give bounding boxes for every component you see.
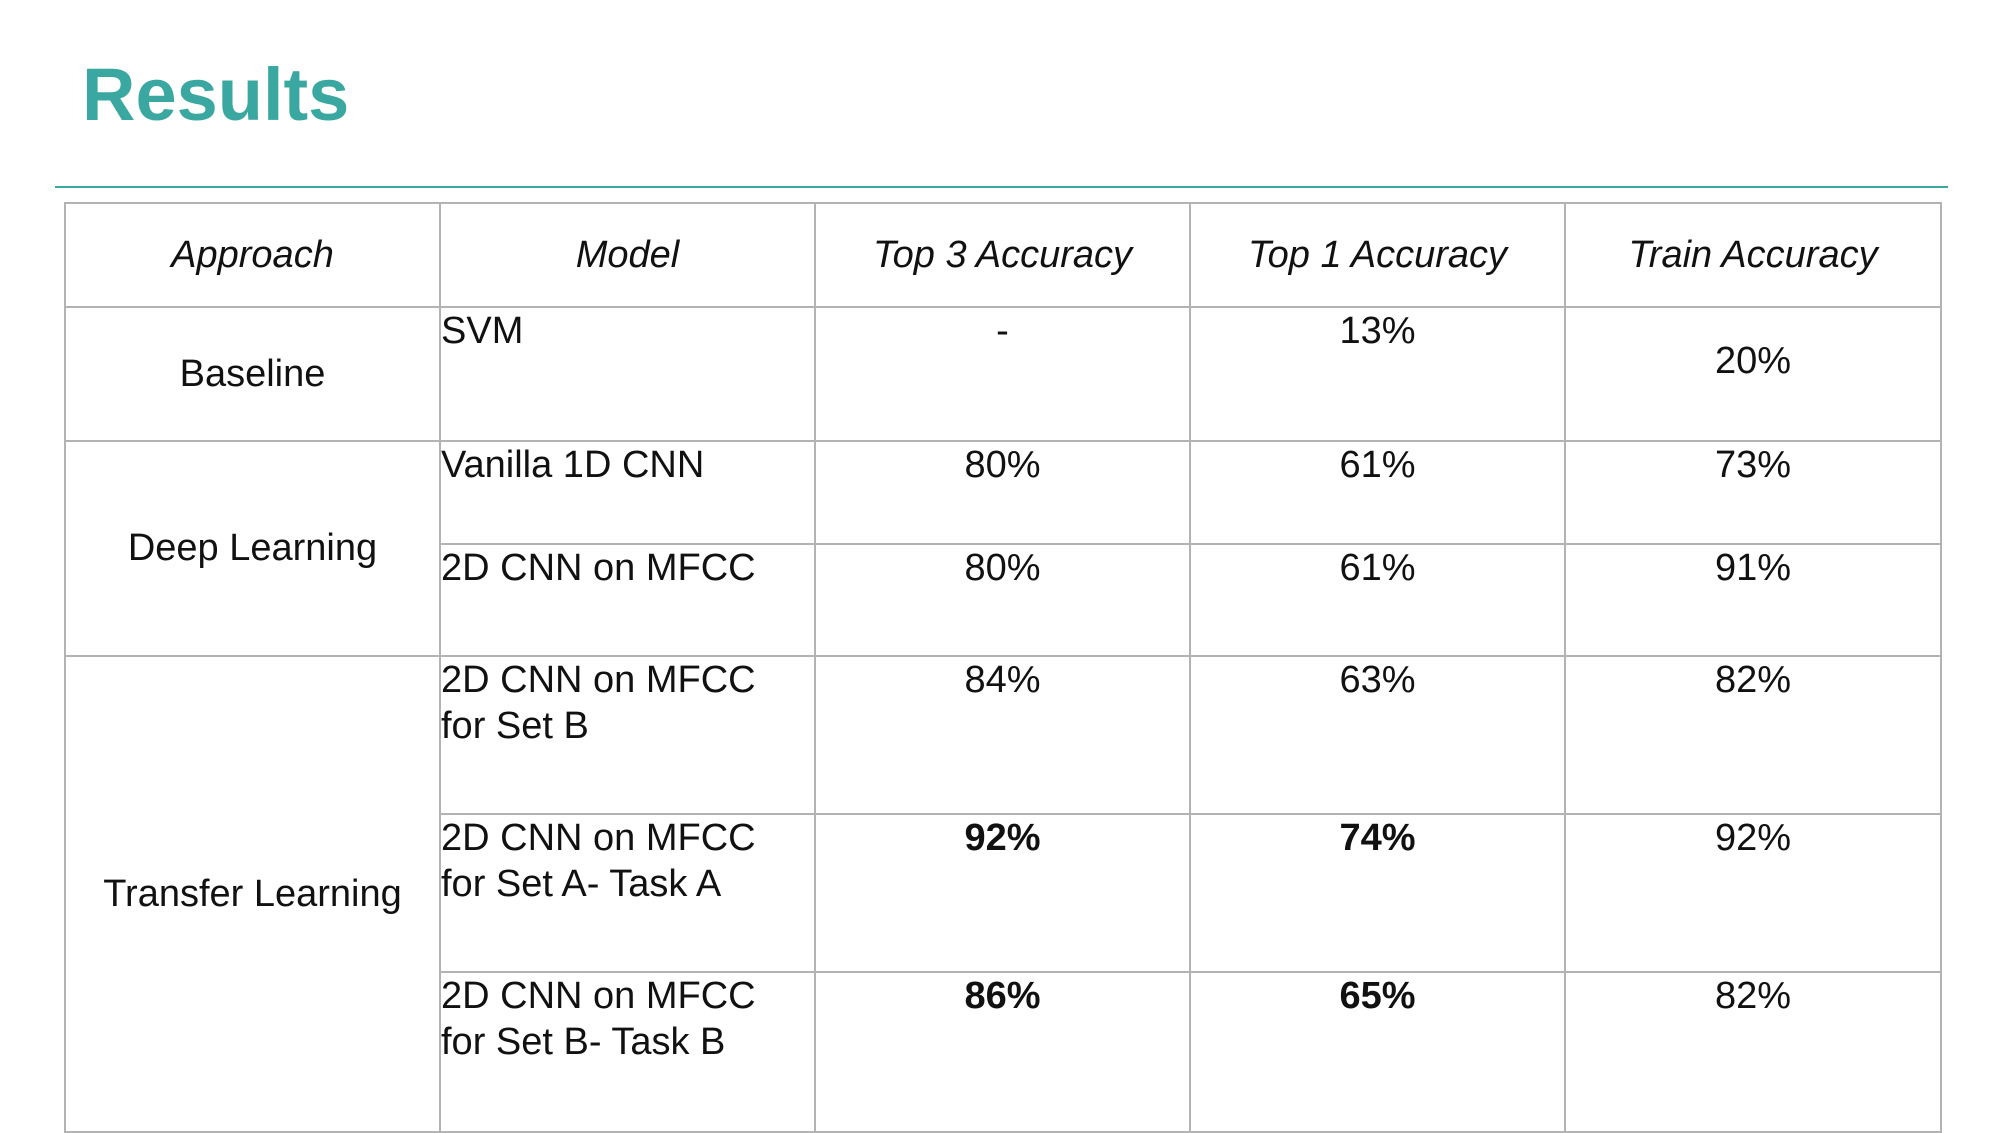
top1-cell: 13% (1189, 306, 1566, 442)
model-line: 2D CNN on MFCC (441, 975, 756, 1017)
model-cell: SVM (439, 306, 816, 442)
top3-cell-highlight: 92% (814, 813, 1191, 973)
approach-cell-deep-learning: Deep Learning (64, 440, 441, 657)
top3-cell: 80% (814, 440, 1191, 545)
top1-cell-highlight: 74% (1189, 813, 1566, 973)
train-cell: 91% (1564, 543, 1942, 657)
top1-cell: 61% (1189, 543, 1566, 657)
model-line: 2D CNN on MFCC (441, 817, 756, 859)
results-table: Approach Model Top 3 Accuracy Top 1 Accu… (64, 202, 1942, 1133)
top3-cell: 84% (814, 655, 1191, 815)
header-top3-accuracy: Top 3 Accuracy (814, 202, 1191, 308)
table-row: Baseline SVM - 13% 20% (64, 306, 1942, 442)
table-row: Deep Learning Vanilla 1D CNN 80% 61% 73% (64, 440, 1942, 657)
header-top1-accuracy: Top 1 Accuracy (1189, 202, 1566, 308)
train-cell: 82% (1564, 971, 1942, 1133)
table-row: Transfer Learning 2D CNN on MFCC for Set… (64, 655, 1942, 1133)
table-row: 2D CNN on MFCC for Set B- Task B 86% 65%… (65, 971, 1942, 1133)
model-cell: 2D CNN on MFCC for Set B (439, 655, 816, 815)
table-row: 2D CNN on MFCC 80% 61% 91% (65, 543, 1942, 657)
approach-cell-baseline: Baseline (64, 306, 441, 442)
header-train-accuracy: Train Accuracy (1564, 202, 1942, 308)
approach-cell-transfer-learning: Transfer Learning (64, 655, 441, 1133)
train-cell: 20% (1564, 306, 1942, 442)
top1-cell-highlight: 65% (1189, 971, 1566, 1133)
header-model: Model (439, 202, 816, 308)
model-cell: 2D CNN on MFCC for Set A- Task A (439, 813, 816, 973)
top3-cell: 80% (814, 543, 1191, 657)
train-cell: 82% (1564, 655, 1942, 815)
train-cell: 92% (1564, 813, 1942, 973)
table-header-row: Approach Model Top 3 Accuracy Top 1 Accu… (64, 202, 1942, 308)
model-cell: 2D CNN on MFCC (439, 543, 816, 657)
title-divider (55, 186, 1948, 188)
model-line: for Set B- Task B (441, 1021, 726, 1063)
table-row: 2D CNN on MFCC for Set A- Task A 92% 74%… (65, 813, 1942, 973)
top3-cell-highlight: 86% (814, 971, 1191, 1133)
model-line: 2D CNN on MFCC (441, 659, 756, 701)
model-line: for Set B (441, 705, 589, 747)
header-approach: Approach (64, 202, 441, 308)
train-cell: 73% (1564, 440, 1942, 545)
model-cell: 2D CNN on MFCC for Set B- Task B (439, 971, 816, 1133)
model-cell: Vanilla 1D CNN (439, 440, 816, 545)
top1-cell: 63% (1189, 655, 1566, 815)
top1-cell: 61% (1189, 440, 1566, 545)
top3-cell: - (814, 306, 1191, 442)
model-line: for Set A- Task A (441, 863, 722, 905)
slide-title: Results (82, 53, 350, 136)
